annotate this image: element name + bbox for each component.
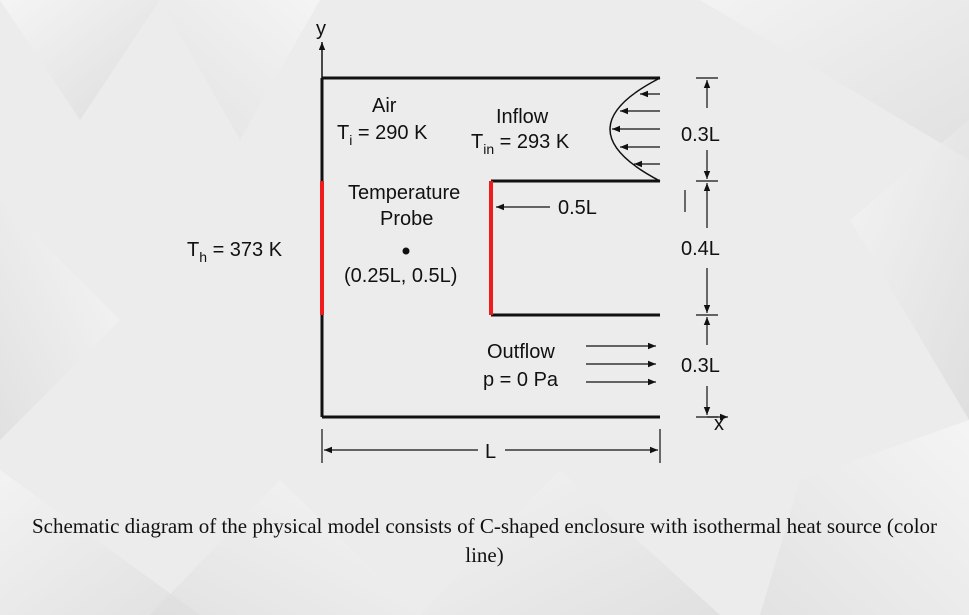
air-label: Air [372,95,397,117]
y-axis-label: y [316,18,326,40]
gap-dimension-label: 0.5L [558,197,597,219]
inflow-temperature-label: Tin = 293 K [471,131,570,157]
length-label: L [485,441,496,463]
probe-coordinates: (0.25L, 0.5L) [344,265,457,287]
outflow-arrows [586,342,656,386]
probe-label-line1: Temperature [348,182,460,204]
inflow-label: Inflow [496,106,549,128]
length-dimension [321,429,661,463]
outflow-pressure-label: p = 0 Pa [483,369,559,391]
temperature-probe-dot [402,247,410,255]
dimension-top-label: 0.3L [681,124,720,146]
initial-temperature-label: Ti = 290 K [337,122,428,148]
x-axis-label: x [714,413,724,435]
probe-label-line2: Probe [380,208,433,230]
outflow-label: Outflow [487,341,555,363]
dimension-middle-label: 0.4L [681,238,720,260]
inflow-arrows [612,90,660,168]
inflow-velocity-profile [609,77,661,182]
hot-wall-temperature-label: Th = 373 K [187,239,283,265]
figure-caption: Schematic diagram of the physical model … [31,514,938,567]
dimension-bottom-label: 0.3L [681,355,720,377]
